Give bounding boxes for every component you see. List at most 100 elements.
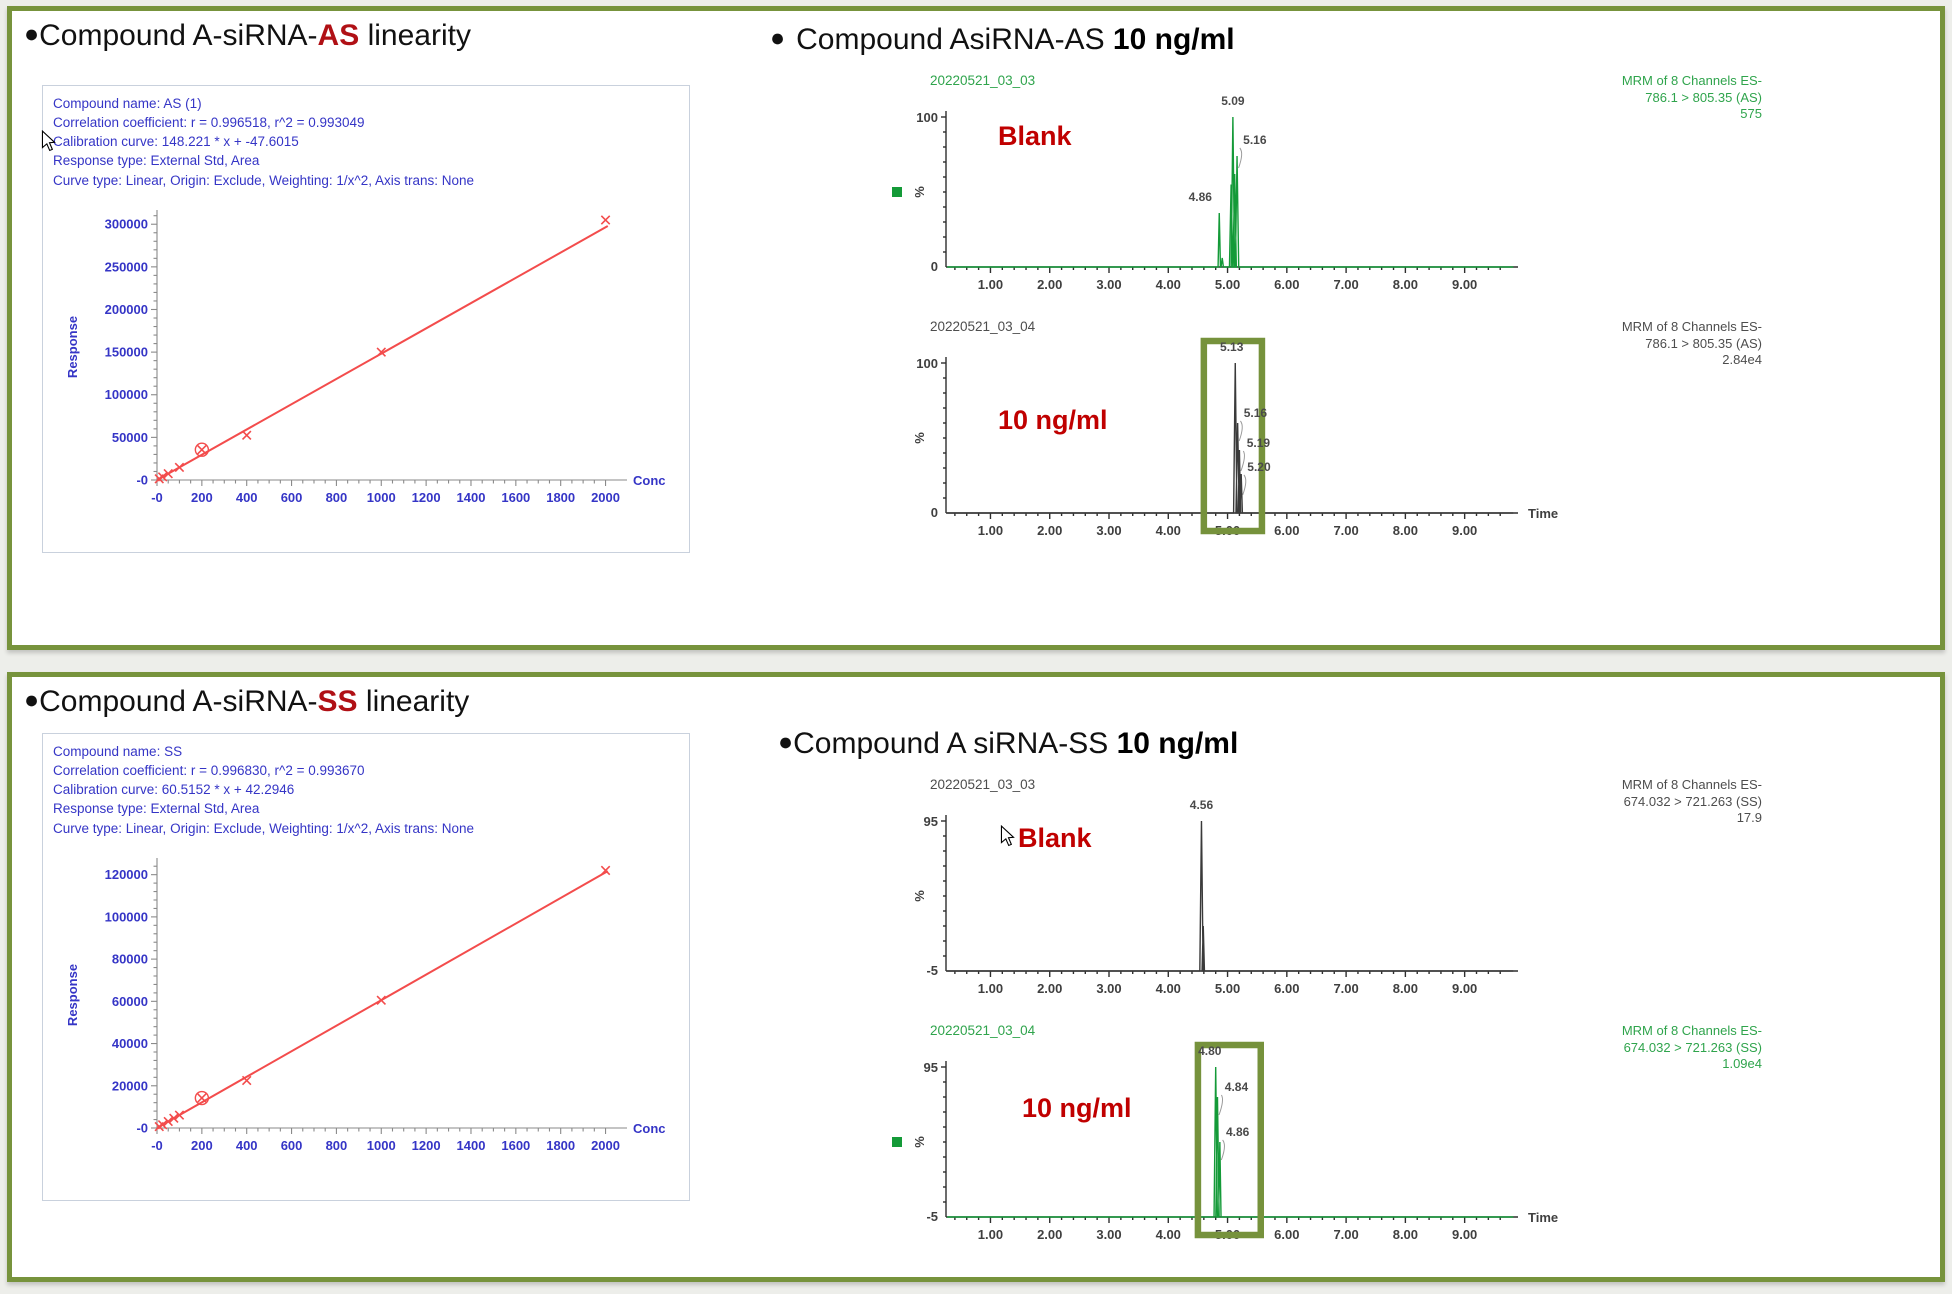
svg-text:-5: -5 <box>926 963 938 978</box>
channel-info: MRM of 8 Channels ES- 674.032 > 721.263 … <box>1622 777 1762 827</box>
concentration-label: 10 ng/ml <box>1022 1093 1132 1123</box>
title-text: linearity <box>357 685 470 718</box>
channel-line: 786.1 > 805.35 (AS) <box>1645 89 1762 105</box>
panel-ss-left: ●Compound A-siRNA-SS linearity Compound … <box>24 685 746 1269</box>
svg-text:150000: 150000 <box>105 344 148 359</box>
stat-line: Response type: External Std, Area <box>53 153 260 169</box>
svg-text:20000: 20000 <box>112 1078 148 1093</box>
channel-line: 575 <box>1740 106 1762 122</box>
channel-line: MRM of 8 Channels ES- <box>1621 73 1762 88</box>
svg-text:8.00: 8.00 <box>1393 1227 1418 1242</box>
svg-text:6.00: 6.00 <box>1274 277 1299 292</box>
calibration-window-as: Compound name: AS (1) Correlation coeffi… <box>41 85 690 553</box>
calibration-stats: Compound name: SS Correlation coefficien… <box>53 742 679 838</box>
channel-info: MRM of 8 Channels ES- 674.032 > 721.263 … <box>1622 1023 1762 1073</box>
svg-text:95: 95 <box>924 814 938 829</box>
svg-text:%: % <box>912 1136 927 1148</box>
channel-line: 674.032 > 721.263 (SS) <box>1623 1039 1762 1055</box>
svg-text:3.00: 3.00 <box>1096 981 1121 996</box>
stat-line: Curve type: Linear, Origin: Exclude, Wei… <box>53 172 475 188</box>
svg-text:1000: 1000 <box>367 1138 396 1153</box>
svg-text:3.00: 3.00 <box>1096 1227 1121 1242</box>
channel-line: 674.032 > 721.263 (SS) <box>1623 793 1762 809</box>
channel-info: MRM of 8 Channels ES- 786.1 > 805.35 (AS… <box>1622 319 1762 369</box>
svg-text:3.00: 3.00 <box>1096 523 1121 538</box>
svg-text:Response: Response <box>65 316 80 378</box>
title-text: Compound A siRNA-SS <box>793 727 1117 760</box>
svg-text:8.00: 8.00 <box>1393 981 1418 996</box>
svg-text:40000: 40000 <box>112 1036 148 1051</box>
svg-text:95: 95 <box>924 1060 938 1075</box>
svg-text:1800: 1800 <box>546 490 575 505</box>
svg-text:100: 100 <box>916 356 938 371</box>
svg-text:Response: Response <box>65 964 80 1026</box>
bullet-icon: ● <box>770 24 786 52</box>
svg-text:1.00: 1.00 <box>978 1227 1003 1242</box>
chromatogram-header: 20220521_03_03 <box>882 777 1766 797</box>
svg-text:7.00: 7.00 <box>1333 523 1358 538</box>
svg-text:9.00: 9.00 <box>1452 981 1477 996</box>
svg-text:7.00: 7.00 <box>1333 277 1358 292</box>
stat-line: Calibration curve: 148.221 * x + -47.601… <box>53 134 299 150</box>
chromatogram-as-blank: 20220521_03_03 MRM of 8 Channels ES- 786… <box>882 73 1766 303</box>
svg-text:2.00: 2.00 <box>1037 981 1062 996</box>
svg-text:50000: 50000 <box>112 430 148 445</box>
svg-text:2000: 2000 <box>591 1138 620 1153</box>
chromatogram-as-10ngml: 20220521_03_04 MRM of 8 Channels ES- 786… <box>882 319 1766 549</box>
calibration-stats: Compound name: AS (1) Correlation coeffi… <box>53 94 679 190</box>
title-text: linearity <box>359 19 471 52</box>
calibration-plot-as: -0 50000 100000 150000 200000 250000 300000 -0 2… <box>65 209 666 505</box>
svg-text:800: 800 <box>326 490 348 505</box>
svg-text:200000: 200000 <box>105 302 148 317</box>
svg-text:1.00: 1.00 <box>978 523 1003 538</box>
svg-text:6.00: 6.00 <box>1274 981 1299 996</box>
title-highlight: SS <box>317 685 358 718</box>
panel-title-as-linearity: ●Compound A-siRNA-AS linearity <box>24 19 746 53</box>
svg-text:800: 800 <box>326 1138 348 1153</box>
panel-as: ●Compound A-siRNA-AS linearity Compound … <box>7 6 1945 650</box>
chromatogram-header: 20220521_03_04 <box>882 1023 1766 1043</box>
svg-text:6.00: 6.00 <box>1274 1227 1299 1242</box>
mouse-cursor-icon <box>41 130 56 152</box>
channel-line: MRM of 8 Channels ES- <box>1621 777 1762 792</box>
title-highlight: AS <box>317 19 360 52</box>
svg-text:1800: 1800 <box>546 1138 575 1153</box>
svg-text:1.00: 1.00 <box>978 981 1003 996</box>
sample-id: 20220521_03_03 <box>930 73 1036 88</box>
stat-line: Curve type: Linear, Origin: Exclude, Wei… <box>53 820 475 836</box>
chromatogram-plot-as-10: 1000%1.00 2.00 3.00 4.00 5.00 6.00 7.00 8.00 9.0… <box>912 337 1558 538</box>
svg-text:-5: -5 <box>926 1209 938 1224</box>
svg-text:8.00: 8.00 <box>1393 277 1418 292</box>
panel-title-ss-10ngml: ●Compound A siRNA-SS 10 ng/ml <box>778 727 1928 761</box>
svg-text:80000: 80000 <box>112 951 148 966</box>
stat-line: Compound name: SS <box>53 744 183 759</box>
svg-text:4.86: 4.86 <box>1226 1125 1250 1139</box>
svg-text:600: 600 <box>281 1138 303 1153</box>
svg-text:%: % <box>912 186 927 198</box>
svg-text:120000: 120000 <box>105 867 148 882</box>
svg-text:100000: 100000 <box>105 909 148 924</box>
svg-text:%: % <box>912 432 927 444</box>
panel-as-left: ●Compound A-siRNA-AS linearity Compound … <box>24 19 746 637</box>
title-bold: 10 ng/ml <box>1112 23 1235 56</box>
channel-line: 17.9 <box>1736 810 1762 826</box>
svg-text:1600: 1600 <box>501 1138 530 1153</box>
svg-text:4.56: 4.56 <box>1190 798 1214 812</box>
title-text: Compound AsiRNA-AS <box>796 23 1113 56</box>
stat-line: Correlation coefficient: r = 0.996830, r… <box>53 763 365 779</box>
svg-text:5.00: 5.00 <box>1215 277 1240 292</box>
panel-ss-right: ●Compound A siRNA-SS 10 ng/ml 20220521_0… <box>746 685 1928 1269</box>
svg-text:4.80: 4.80 <box>1198 1044 1222 1058</box>
svg-text:5.13: 5.13 <box>1220 340 1244 354</box>
svg-text:4.00: 4.00 <box>1156 1227 1181 1242</box>
channel-line: 786.1 > 805.35 (AS) <box>1645 335 1762 351</box>
svg-text:0: 0 <box>931 505 938 520</box>
svg-text:Conc: Conc <box>633 1121 666 1136</box>
channel-line: 2.84e4 <box>1722 352 1762 368</box>
svg-text:-0: -0 <box>136 1120 148 1135</box>
svg-text:5.16: 5.16 <box>1244 406 1268 420</box>
svg-text:2000: 2000 <box>591 490 620 505</box>
svg-text:6.00: 6.00 <box>1274 523 1299 538</box>
svg-text:1600: 1600 <box>501 490 530 505</box>
